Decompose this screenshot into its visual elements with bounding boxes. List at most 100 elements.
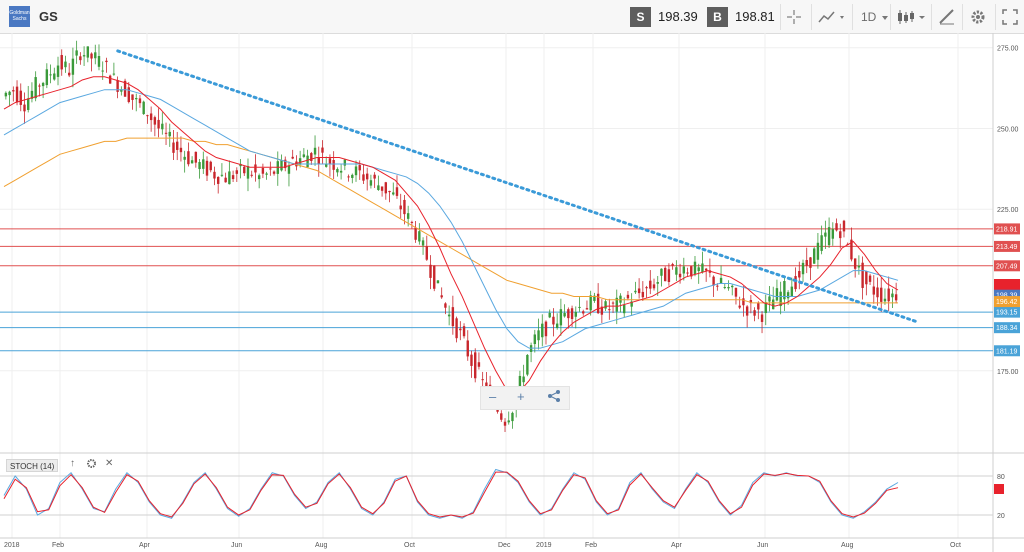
x-tick-label: Apr	[139, 542, 151, 549]
sell-button[interactable]: S	[630, 7, 651, 27]
candle-body	[451, 307, 455, 327]
candle-body	[347, 176, 350, 178]
candle-body	[79, 56, 82, 61]
candle-body	[686, 272, 689, 274]
x-tick-label: 2018	[4, 542, 20, 549]
candle-body	[608, 309, 611, 311]
candle-body	[842, 220, 846, 232]
candle-body	[578, 306, 581, 308]
candle-body	[477, 362, 481, 367]
indicator-close-icon[interactable]: ✕	[105, 458, 114, 469]
candle-body	[865, 270, 868, 285]
candle-body	[272, 171, 276, 174]
candle-body	[671, 264, 674, 266]
logo-text: Goldman Sachs	[9, 10, 30, 22]
candle-body	[187, 151, 190, 165]
candle-body	[380, 186, 384, 191]
stoch-indicator-label[interactable]: STOCH (14)	[6, 459, 58, 472]
candle-body	[8, 91, 11, 96]
buy-price[interactable]: 198.81	[735, 9, 775, 24]
candle-body	[287, 165, 291, 174]
sell-price[interactable]: 198.39	[658, 9, 698, 24]
candle-body	[116, 80, 119, 92]
candle-body	[462, 326, 466, 337]
indicator-up-icon[interactable]: ↑	[70, 458, 75, 469]
candle-body	[310, 153, 313, 161]
share-icon[interactable]	[547, 389, 561, 406]
candle-body	[332, 159, 335, 170]
candle-body	[507, 420, 510, 423]
candle-body	[827, 227, 831, 246]
candle-body	[812, 248, 816, 264]
candle-body	[682, 266, 686, 274]
candle-body	[440, 295, 443, 298]
stoch-d-line	[3, 471, 899, 518]
candle-body	[652, 284, 656, 289]
x-tick-label: Apr	[671, 542, 683, 549]
y-tick-label: 275.00	[997, 46, 1019, 53]
price-tag	[994, 279, 1020, 291]
candle-body	[630, 301, 633, 307]
interval-dropdown[interactable]: 1D	[861, 7, 890, 27]
candle-body	[820, 235, 823, 251]
candle-body	[429, 264, 432, 278]
zoom-in-button[interactable]: +	[517, 389, 525, 404]
price-tag	[994, 296, 1020, 308]
candle-body	[500, 413, 503, 420]
candle-body	[243, 166, 246, 174]
candle-body	[775, 288, 779, 301]
candle-body	[596, 293, 600, 314]
candle-body	[23, 104, 26, 112]
candle-body	[410, 221, 414, 223]
candle-body	[798, 271, 801, 278]
candle-body	[239, 163, 242, 167]
candle-body	[183, 156, 186, 160]
candle-body	[358, 165, 361, 171]
candle-body	[142, 101, 145, 115]
candle-body	[269, 168, 272, 170]
candle-body	[716, 285, 719, 287]
candle-body	[764, 302, 767, 314]
candle-body	[354, 166, 358, 176]
candle-body	[351, 174, 354, 178]
drawing-icon[interactable]	[937, 7, 957, 27]
candle-body	[831, 229, 835, 239]
candle-body	[250, 174, 253, 176]
zoom-out-button[interactable]: –	[489, 389, 497, 404]
candle-body	[589, 295, 592, 311]
candles-icon[interactable]	[896, 7, 928, 27]
buy-button[interactable]: B	[707, 7, 728, 27]
candle-body	[399, 205, 402, 210]
y-tick-label: 250.00	[997, 126, 1019, 133]
candle-body	[254, 164, 257, 173]
candle-body	[149, 113, 153, 121]
chart-type-icon[interactable]	[818, 7, 848, 27]
level-label: 193.15	[996, 310, 1018, 317]
candle-body	[779, 291, 782, 307]
candle-body	[704, 268, 708, 271]
candle-body	[75, 50, 78, 56]
candle-body	[339, 170, 343, 173]
candle-body	[839, 231, 842, 239]
candle-body	[474, 352, 477, 379]
candle-body	[403, 199, 406, 215]
fullscreen-icon[interactable]	[1001, 7, 1019, 27]
x-tick-label: Feb	[52, 542, 64, 549]
candle-body	[544, 321, 548, 337]
candle-body	[861, 262, 864, 288]
candle-body	[157, 119, 160, 129]
crosshair-icon[interactable]	[786, 7, 802, 27]
x-tick-label: Aug	[315, 542, 328, 549]
level-tag	[994, 260, 1020, 272]
settings-icon[interactable]	[969, 7, 987, 27]
candle-body	[667, 269, 671, 282]
candle-body	[101, 70, 104, 72]
separator	[780, 4, 781, 30]
candle-body	[574, 311, 577, 317]
candle-body	[585, 308, 589, 310]
indicator-settings-icon[interactable]	[86, 458, 97, 472]
x-tick-label: Jun	[757, 542, 768, 549]
sma-red-line	[3, 76, 899, 394]
price-chart[interactable]: 275.00 250.00 225.00 175.00 2018 Feb Apr Jun Aug…	[0, 33, 1024, 552]
candle-body	[421, 240, 425, 246]
